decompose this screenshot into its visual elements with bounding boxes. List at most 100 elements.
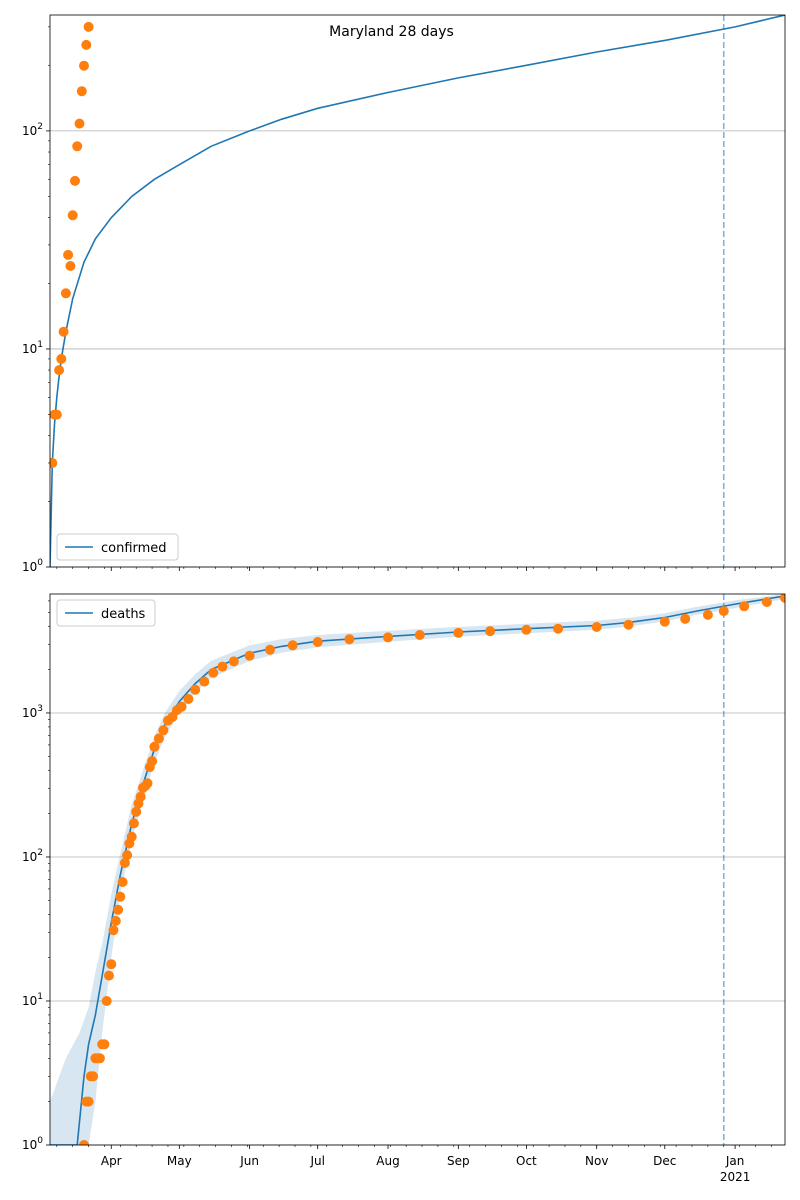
data-point	[115, 891, 126, 902]
y-tick-label: 101	[22, 340, 43, 356]
y-tick-exponent: 1	[37, 992, 43, 1002]
data-point	[81, 39, 92, 50]
data-point	[54, 365, 65, 376]
data-point	[208, 667, 219, 678]
data-point	[65, 261, 76, 271]
y-tick-exponent: 3	[37, 704, 43, 714]
data-point	[70, 175, 80, 186]
data-point	[106, 959, 117, 970]
x-tick-label: Apr	[101, 1154, 122, 1168]
uncertainty-band	[50, 594, 785, 1145]
data-point	[126, 831, 137, 842]
data-point	[217, 661, 228, 672]
data-point	[312, 637, 323, 647]
series-line-confirmed	[50, 15, 785, 567]
data-point	[553, 623, 564, 634]
data-point	[383, 632, 393, 643]
x-tick-label: Sep	[447, 1154, 470, 1168]
data-point	[149, 741, 160, 752]
legend-label: deaths	[101, 607, 146, 622]
data-point	[67, 210, 78, 221]
y-tick-exponent: 1	[37, 340, 43, 350]
x-tick-label: May	[167, 1154, 192, 1168]
x-tick-label: Jun	[239, 1154, 259, 1168]
data-point	[244, 650, 255, 661]
x-tick-label: Oct	[516, 1154, 537, 1168]
series-line-deaths	[50, 595, 785, 1145]
data-point	[718, 606, 729, 617]
legend-box	[56, 599, 156, 627]
data-point	[199, 676, 210, 687]
data-point	[176, 701, 187, 712]
data-point	[104, 970, 114, 981]
data-point	[79, 1140, 89, 1145]
data-point	[761, 597, 772, 607]
data-point	[623, 619, 634, 630]
data-point	[113, 904, 124, 915]
y-tick-base: 10	[22, 342, 37, 356]
data-point	[680, 613, 691, 624]
axes-frame	[49, 14, 786, 568]
x-tick-label: Jan	[725, 1154, 745, 1168]
data-point	[135, 791, 146, 802]
y-tick-label: 102	[22, 848, 43, 864]
y-tick-label: 103	[22, 704, 43, 720]
y-tick-exponent: 2	[37, 122, 43, 132]
x-tick-label: Aug	[376, 1154, 399, 1168]
data-point	[183, 694, 194, 704]
y-tick-label: 100	[22, 1136, 43, 1152]
data-point	[128, 818, 139, 829]
data-point	[60, 288, 71, 299]
y-tick-base: 10	[22, 850, 37, 864]
data-point	[83, 21, 94, 32]
data-point	[158, 725, 169, 736]
y-tick-exponent: 0	[37, 1136, 43, 1146]
y-tick-label: 102	[22, 122, 43, 138]
data-point	[108, 925, 119, 936]
chart-title: Maryland 28 days	[329, 24, 454, 40]
x-tick-label: Dec	[653, 1154, 676, 1168]
y-tick-base: 10	[22, 560, 37, 574]
data-point	[122, 850, 133, 861]
plot-area	[50, 594, 785, 1145]
data-point	[63, 249, 74, 260]
legend: deaths	[56, 599, 156, 627]
y-tick-exponent: 0	[37, 558, 43, 568]
data-point	[702, 609, 713, 620]
data-point	[58, 326, 69, 337]
x-tick-label: Nov	[585, 1154, 608, 1168]
data-point	[76, 86, 87, 97]
data-point	[74, 118, 85, 129]
data-point	[88, 1071, 99, 1082]
data-point	[153, 733, 164, 744]
data-point	[83, 1096, 94, 1107]
data-point	[287, 640, 298, 651]
data-point	[110, 915, 121, 926]
data-point	[117, 877, 128, 887]
plot-area	[50, 15, 785, 567]
data-point	[485, 626, 496, 637]
data-point	[51, 409, 62, 420]
data-point	[190, 684, 201, 695]
data-point	[50, 458, 58, 468]
y-tick-base: 10	[22, 994, 37, 1008]
data-point	[780, 594, 785, 603]
data-point	[79, 60, 89, 71]
y-tick-label: 100	[22, 558, 43, 574]
legend-label: confirmed	[101, 541, 167, 556]
x-tick-sublabel: 2021	[720, 1170, 751, 1184]
y-tick-exponent: 2	[37, 848, 43, 858]
data-point	[119, 857, 130, 868]
data-point	[99, 1039, 110, 1050]
axes-frame	[49, 593, 786, 1146]
data-point	[72, 141, 83, 152]
x-tick-label: Jul	[309, 1154, 324, 1168]
data-point	[101, 996, 112, 1006]
data-point	[521, 624, 532, 635]
data-point	[142, 778, 153, 789]
data-point	[94, 1053, 105, 1064]
y-tick-base: 10	[22, 706, 37, 720]
y-tick-label: 101	[22, 992, 43, 1008]
